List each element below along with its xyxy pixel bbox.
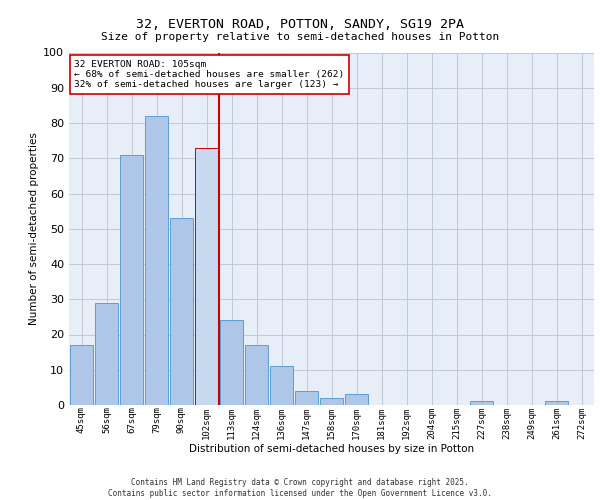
Bar <box>545 402 568 405</box>
Bar <box>145 116 168 405</box>
Bar <box>245 345 268 405</box>
Bar <box>195 148 218 405</box>
Bar <box>345 394 368 405</box>
Text: Contains HM Land Registry data © Crown copyright and database right 2025.
Contai: Contains HM Land Registry data © Crown c… <box>108 478 492 498</box>
Bar <box>120 154 143 405</box>
Bar <box>470 402 493 405</box>
X-axis label: Distribution of semi-detached houses by size in Potton: Distribution of semi-detached houses by … <box>189 444 474 454</box>
Bar <box>270 366 293 405</box>
Bar <box>220 320 243 405</box>
Bar <box>170 218 193 405</box>
Text: Size of property relative to semi-detached houses in Potton: Size of property relative to semi-detach… <box>101 32 499 42</box>
Bar <box>295 391 318 405</box>
Y-axis label: Number of semi-detached properties: Number of semi-detached properties <box>29 132 39 325</box>
Bar <box>95 303 118 405</box>
Bar <box>70 345 93 405</box>
Text: 32 EVERTON ROAD: 105sqm
← 68% of semi-detached houses are smaller (262)
32% of s: 32 EVERTON ROAD: 105sqm ← 68% of semi-de… <box>74 60 344 90</box>
Text: 32, EVERTON ROAD, POTTON, SANDY, SG19 2PA: 32, EVERTON ROAD, POTTON, SANDY, SG19 2P… <box>136 18 464 30</box>
Bar <box>320 398 343 405</box>
